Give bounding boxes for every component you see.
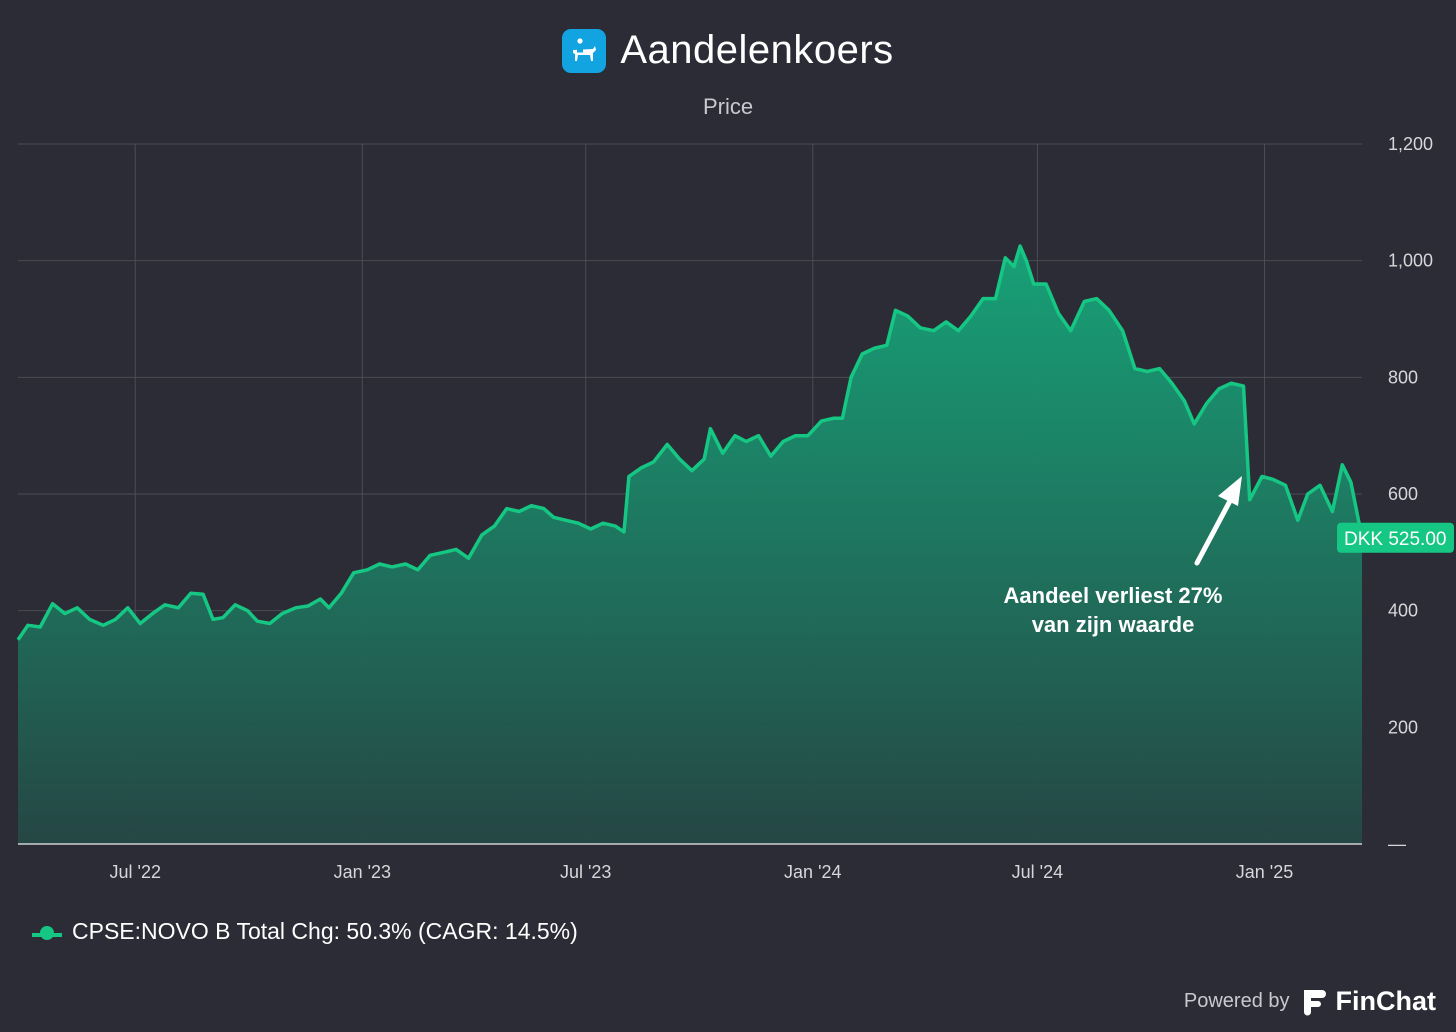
y-tick-label: 600 (1388, 484, 1418, 504)
legend-label: CPSE:NOVO B Total Chg: 50.3% (CAGR: 14.5… (72, 918, 578, 944)
last-value-label: DKK 525.00 (1344, 529, 1446, 550)
last-value-badge: DKK 525.00 (1337, 522, 1454, 553)
chart-title: Aandelenkoers (620, 28, 894, 72)
x-tick-label: Jul '23 (560, 862, 611, 882)
price-line (16, 244, 1364, 641)
brand-name: FinChat (1335, 986, 1437, 1016)
chart-subtitle: Price (702, 94, 754, 119)
y-tick-label: 1,000 (1388, 251, 1433, 271)
y-tick-label: 1,200 (1388, 134, 1433, 154)
powered-by-text: Powered by (1183, 990, 1290, 1012)
novo-bull-icon (573, 37, 597, 61)
price-area (18, 246, 1362, 845)
annotation: Aandeel verliest 27% van zijn waarde (1004, 476, 1242, 637)
finchat-logo-icon (1303, 989, 1326, 1015)
x-tick-label: Jan '25 (1236, 862, 1293, 882)
y-tick-label: 800 (1388, 367, 1418, 387)
footer: Powered by FinChat (1184, 986, 1436, 1017)
x-tick-label: Jan '23 (334, 862, 391, 882)
legend[interactable]: CPSE:NOVO B Total Chg: 50.3% (CAGR: 14.5… (32, 918, 578, 945)
annotation-line-2: van zijn waarde (1032, 612, 1195, 637)
x-tick-label: Jul '22 (110, 862, 161, 882)
annotation-line-1: Aandeel verliest 27% (1004, 583, 1223, 608)
y-tick-label: — (1388, 834, 1406, 854)
legend-series-marker (32, 924, 62, 940)
x-axis-ticks: Jul '22 Jan '23 Jul '23 Jan '24 Jul '24 Jan '… (110, 862, 1294, 882)
x-tick-label: Jan '24 (784, 862, 841, 882)
x-tick-label: Jul '24 (1012, 862, 1063, 882)
y-tick-label: 400 (1388, 601, 1418, 621)
y-axis-ticks: — 200 400 600 800 1,000 1,200 (1388, 134, 1433, 854)
chart-header: Aandelenkoers (0, 28, 1456, 73)
annotation-arrow-head (1218, 476, 1242, 506)
price-chart: Jul '22 Jan '23 Jul '23 Jan '24 Jul '24 Jan '… (16, 134, 1454, 882)
company-logo (562, 28, 607, 73)
annotation-arrow-shaft (1194, 496, 1234, 566)
y-tick-label: 200 (1388, 717, 1418, 737)
